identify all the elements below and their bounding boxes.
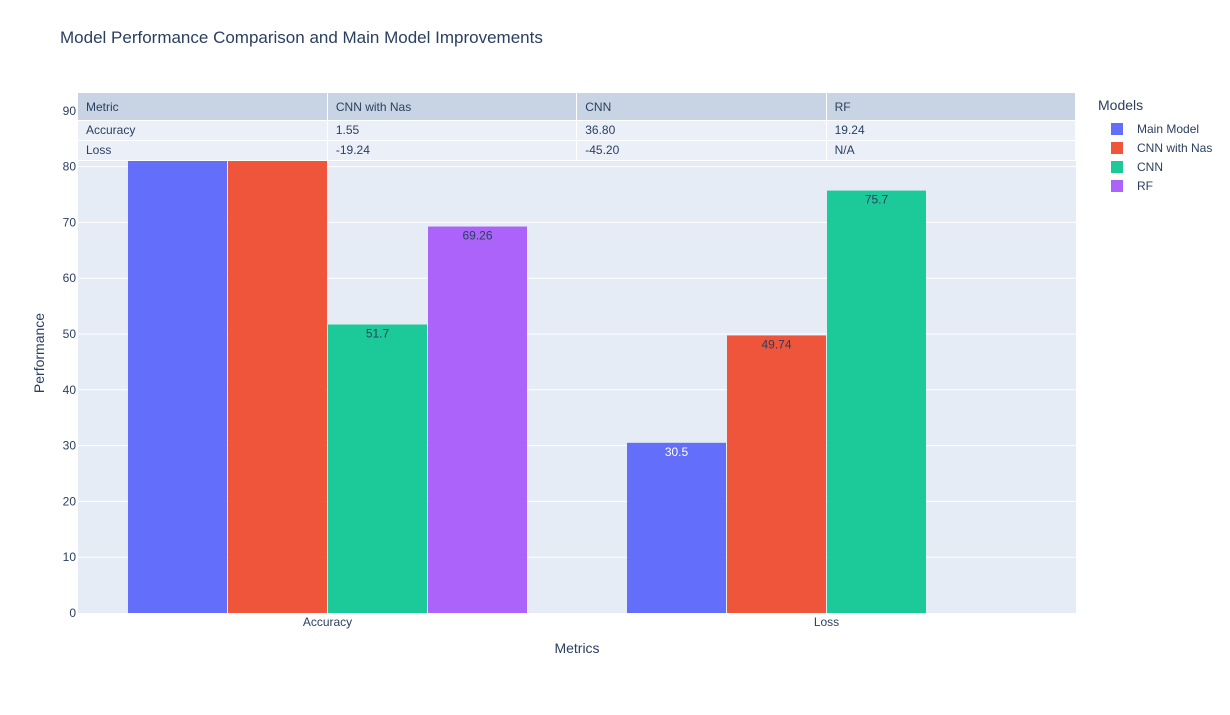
- table-cell: N/A: [826, 140, 1077, 161]
- y-tick-label: 20: [63, 494, 77, 508]
- legend-item[interactable]: CNN: [1098, 157, 1212, 176]
- legend: Models Main Model CNN with Nas CNN RF: [1098, 97, 1212, 195]
- table-cell: 36.80: [576, 120, 827, 141]
- bar[interactable]: [128, 158, 227, 614]
- data-label: 30.5: [665, 445, 689, 459]
- table-cell: -19.24: [327, 140, 578, 161]
- bar[interactable]: [627, 442, 726, 613]
- y-tick-label: 10: [63, 550, 77, 564]
- chart-title: Model Performance Comparison and Main Mo…: [60, 28, 543, 47]
- x-tick-labels: Accuracy Loss: [303, 615, 839, 629]
- y-tick-label: 40: [63, 383, 77, 397]
- table-cell: 19.24: [826, 120, 1077, 141]
- table-header-row: Metric CNN with Nas CNN RF: [78, 93, 1077, 121]
- table-header-cell: CNN with Nas: [327, 93, 578, 121]
- table-cell: Accuracy: [78, 120, 328, 141]
- legend-swatch: [1111, 141, 1123, 154]
- table-cell: 1.55: [327, 120, 578, 141]
- legend-title: Models: [1098, 97, 1144, 113]
- legend-swatch: [1111, 160, 1123, 173]
- data-label: 49.74: [761, 337, 791, 351]
- legend-label: RF: [1137, 178, 1153, 193]
- legend-label: CNN: [1137, 159, 1163, 174]
- bar[interactable]: [428, 226, 527, 613]
- data-label: 51.7: [366, 327, 390, 341]
- legend-swatch: [1111, 179, 1123, 192]
- bar[interactable]: [727, 335, 826, 613]
- bar[interactable]: [228, 158, 327, 614]
- legend-item[interactable]: CNN with Nas: [1098, 138, 1212, 157]
- bar[interactable]: [328, 324, 427, 613]
- legend-label: Main Model: [1137, 121, 1200, 136]
- bars: 51.7 69.26 30.5 49.74 75.7: [128, 158, 926, 614]
- y-tick-label: 0: [69, 606, 76, 620]
- y-tick-label: 60: [63, 271, 77, 285]
- legend-item[interactable]: Main Model: [1098, 119, 1212, 138]
- table-cell: -45.20: [576, 140, 827, 161]
- legend-item[interactable]: RF: [1098, 176, 1212, 195]
- y-tick-labels: 0 10 20 30 40 50 60 70 80 90: [63, 104, 77, 620]
- y-tick-label: 70: [63, 215, 77, 229]
- y-tick-label: 90: [63, 104, 77, 118]
- plot-background: [78, 93, 1076, 613]
- table-header-cell: Metric: [78, 93, 328, 121]
- x-tick-label: Loss: [814, 615, 839, 629]
- table-header-cell: RF: [826, 93, 1077, 121]
- table-header-cell: CNN: [576, 93, 827, 121]
- x-tick-label: Accuracy: [303, 615, 352, 629]
- x-axis-label: Metrics: [554, 640, 599, 656]
- y-tick-label: 80: [63, 160, 77, 174]
- improvement-table: Metric CNN with Nas CNN RF Accuracy 1.55…: [78, 93, 1077, 161]
- data-label: 75.7: [865, 193, 889, 207]
- table-row: Accuracy 1.55 36.80 19.24: [78, 120, 1077, 141]
- y-tick-label: 30: [63, 439, 77, 453]
- data-label: 69.26: [462, 229, 492, 243]
- table-cell: Loss: [78, 140, 328, 161]
- table-row: Loss -19.24 -45.20 N/A: [78, 140, 1077, 161]
- y-axis-label: Performance: [31, 313, 47, 393]
- y-tick-label: 50: [63, 327, 77, 341]
- legend-label: CNN with Nas: [1137, 140, 1213, 155]
- legend-swatch: [1111, 122, 1123, 135]
- bar[interactable]: [827, 190, 926, 613]
